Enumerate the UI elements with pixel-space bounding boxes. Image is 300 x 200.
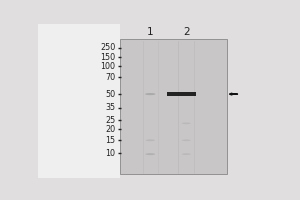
Ellipse shape bbox=[146, 139, 155, 141]
Ellipse shape bbox=[182, 153, 191, 155]
Text: 50: 50 bbox=[105, 90, 116, 99]
FancyArrow shape bbox=[229, 93, 238, 95]
Text: 2: 2 bbox=[183, 27, 190, 37]
Text: 100: 100 bbox=[100, 62, 116, 71]
Ellipse shape bbox=[146, 153, 155, 155]
Text: 35: 35 bbox=[105, 103, 116, 112]
Ellipse shape bbox=[145, 93, 155, 95]
Ellipse shape bbox=[182, 139, 191, 141]
Bar bbox=[167, 92, 196, 96]
Text: 10: 10 bbox=[105, 149, 116, 158]
Bar bbox=[227, 24, 270, 178]
Bar bbox=[120, 39, 227, 174]
Text: 20: 20 bbox=[105, 125, 116, 134]
Ellipse shape bbox=[182, 122, 191, 124]
Text: 1: 1 bbox=[147, 27, 154, 37]
Text: 250: 250 bbox=[100, 43, 116, 52]
Bar bbox=[38, 24, 120, 178]
Text: 70: 70 bbox=[105, 73, 116, 82]
Text: 150: 150 bbox=[100, 53, 116, 62]
Text: 25: 25 bbox=[105, 116, 116, 125]
Text: 15: 15 bbox=[105, 136, 116, 145]
